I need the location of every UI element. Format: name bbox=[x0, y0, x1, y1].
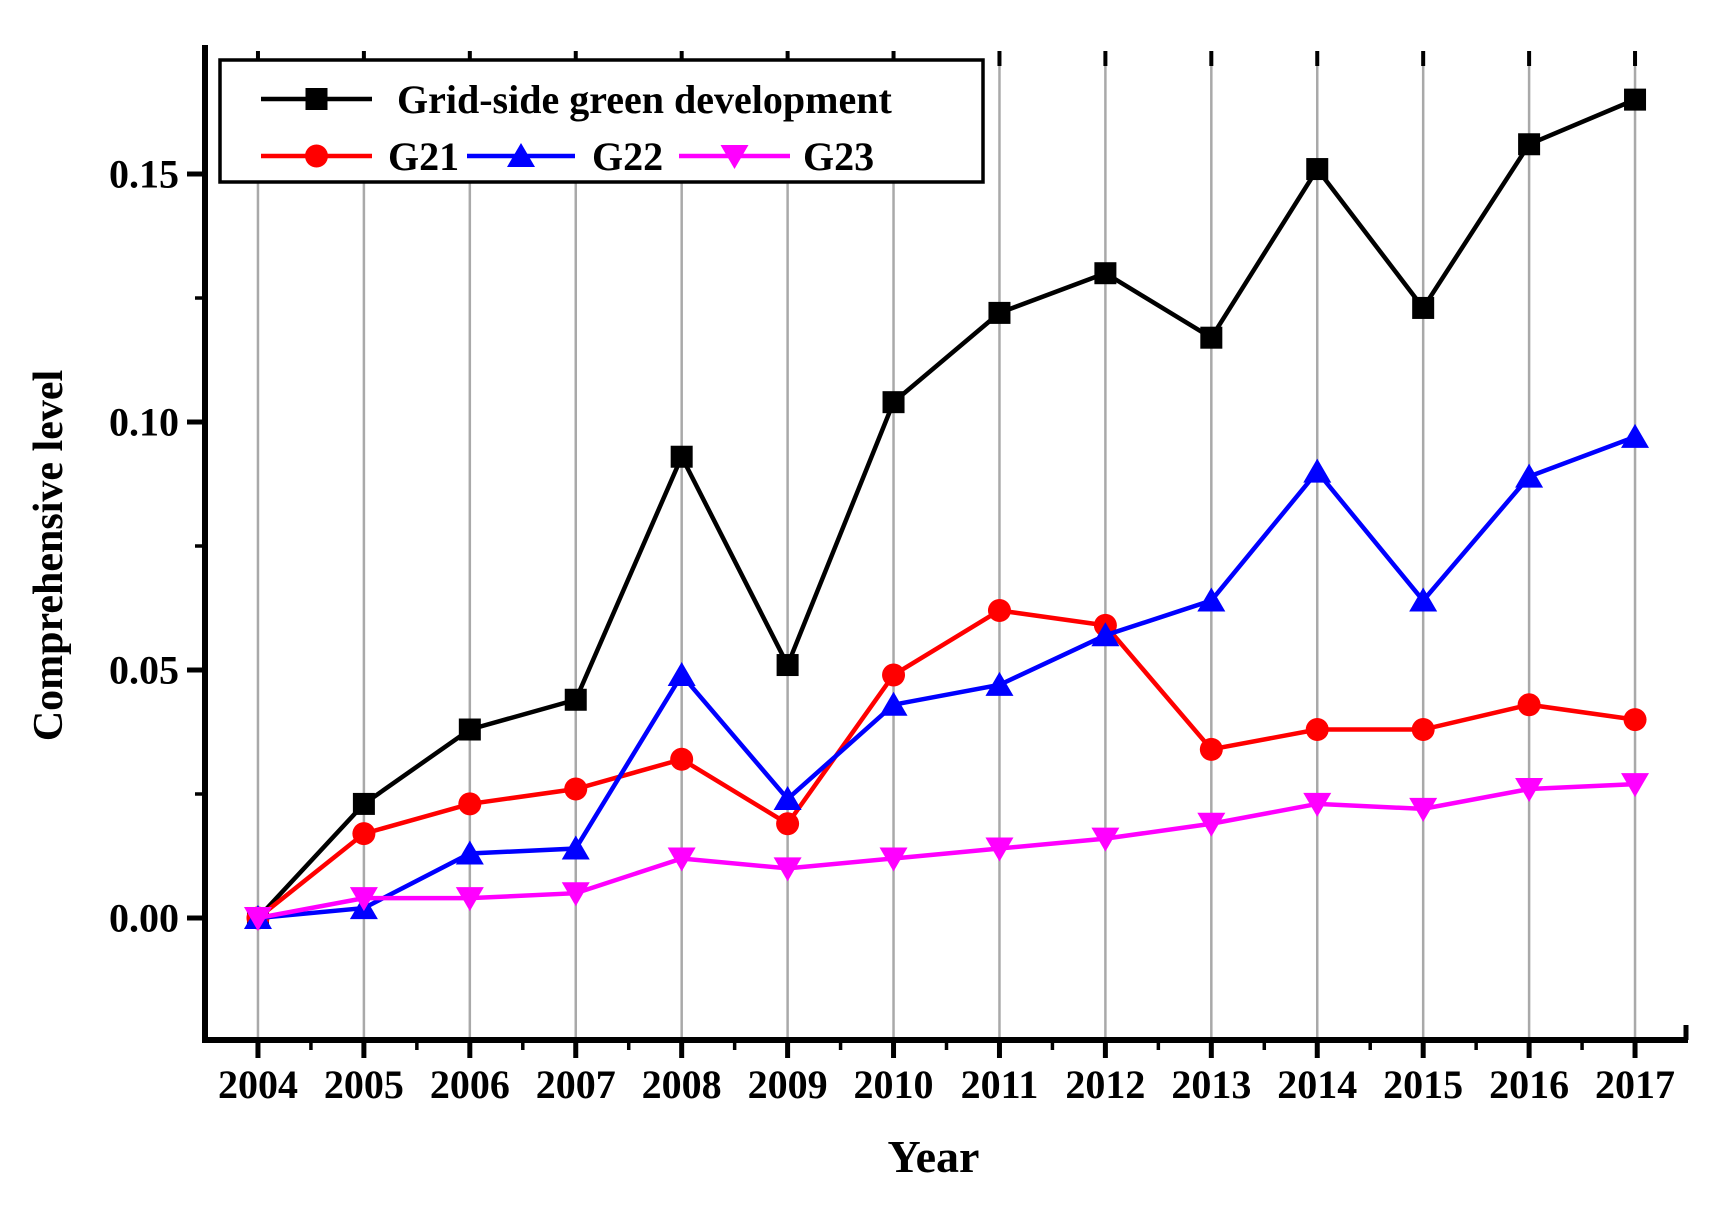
data-point-g22 bbox=[561, 835, 590, 860]
x-tick-label: 2009 bbox=[748, 1062, 828, 1107]
data-point-g21 bbox=[670, 747, 694, 771]
legend-label-g23: G23 bbox=[803, 134, 874, 179]
x-axis-title: Year bbox=[888, 1131, 980, 1182]
x-tick-group: 2004 2005 2006 2007 2008 2009 2010 2011 2012 2013… bbox=[218, 1040, 1675, 1107]
data-point-g21 bbox=[776, 812, 800, 836]
x-tick-label: 2011 bbox=[961, 1062, 1039, 1107]
data-point-g22 bbox=[985, 671, 1014, 696]
data-point-grid-side-green-development bbox=[988, 301, 1011, 324]
data-point-grid-side-green-development bbox=[1518, 133, 1541, 156]
x-tick-label: 2004 bbox=[218, 1062, 298, 1107]
x-tick-label: 2017 bbox=[1595, 1062, 1675, 1107]
y-axis-title: Comprehensive level bbox=[26, 370, 72, 741]
data-point-g21 bbox=[882, 663, 906, 687]
data-point-g22 bbox=[1197, 587, 1226, 612]
data-point-g21 bbox=[1517, 693, 1541, 717]
data-point-g22 bbox=[667, 661, 696, 686]
series-line-g23 bbox=[257, 781, 1636, 921]
x-tick-label: 2005 bbox=[324, 1062, 404, 1107]
data-point-g23 bbox=[667, 847, 696, 872]
data-point-g23 bbox=[1091, 827, 1120, 852]
series-line-g21 bbox=[256, 608, 1636, 920]
legend-marker-g22 bbox=[507, 143, 535, 167]
data-point-g23 bbox=[349, 887, 378, 912]
legend: Grid-side green development G21 G22 G23 bbox=[218, 58, 985, 184]
legend-box bbox=[218, 58, 985, 184]
x-tick-label: 2013 bbox=[1171, 1062, 1251, 1107]
data-point-grid-side-green-development bbox=[776, 654, 799, 677]
data-point-g21 bbox=[1411, 718, 1435, 742]
data-point-grid-side-green-development bbox=[564, 688, 587, 711]
data-point-g22 bbox=[1303, 458, 1332, 483]
data-point-g21 bbox=[458, 792, 482, 816]
data-point-g23 bbox=[1303, 792, 1332, 817]
legend-marker-grid-side-green-development bbox=[305, 88, 328, 110]
series-g23 bbox=[243, 773, 1650, 931]
legend-marker-g21 bbox=[305, 144, 328, 168]
series-line-grid-side-green-development bbox=[256, 97, 1636, 920]
data-point-g23 bbox=[1197, 812, 1226, 837]
data-point-g21 bbox=[1623, 708, 1647, 732]
data-point-grid-side-green-development bbox=[1306, 158, 1329, 181]
data-point-grid-side-green-development bbox=[1200, 326, 1223, 349]
x-tick-label: 2015 bbox=[1383, 1062, 1463, 1107]
data-point-grid-side-green-development bbox=[1624, 88, 1647, 111]
x-tick-label: 2012 bbox=[1065, 1062, 1145, 1107]
data-point-grid-side-green-development bbox=[1094, 262, 1117, 285]
data-point-g23 bbox=[243, 906, 272, 931]
data-point-g21 bbox=[564, 777, 588, 801]
data-point-g22 bbox=[1621, 423, 1650, 448]
axes bbox=[202, 45, 1689, 1043]
data-point-g21 bbox=[352, 822, 376, 846]
data-point-g23 bbox=[561, 882, 590, 907]
legend-marker-g23 bbox=[720, 145, 749, 169]
x-tick-label: 2016 bbox=[1489, 1062, 1569, 1107]
x-tick-label: 2006 bbox=[430, 1062, 510, 1107]
x-tick-label: 2007 bbox=[536, 1062, 616, 1107]
data-point-g23 bbox=[1515, 778, 1544, 803]
y-tick-group: 0.00 0.05 0.10 0.15 bbox=[109, 152, 205, 941]
data-point-g22 bbox=[879, 691, 908, 716]
data-point-g23 bbox=[455, 887, 484, 912]
gridlines bbox=[256, 53, 1637, 1040]
data-point-g22 bbox=[773, 785, 802, 810]
data-point-g23 bbox=[1409, 797, 1438, 822]
data-point-g21 bbox=[1305, 718, 1329, 742]
data-point-g22 bbox=[1515, 463, 1544, 488]
series-grid-side-green-development bbox=[246, 88, 1647, 929]
data-point-g21 bbox=[987, 598, 1011, 622]
data-point-g21 bbox=[1199, 737, 1223, 761]
data-point-grid-side-green-development bbox=[670, 445, 693, 468]
data-point-g23 bbox=[985, 837, 1014, 862]
data-point-g22 bbox=[455, 840, 484, 865]
series-g21 bbox=[246, 598, 1647, 930]
x-tick-label: 2008 bbox=[642, 1062, 722, 1107]
y-tick-label: 0.05 bbox=[109, 648, 179, 693]
x-tick-label: 2014 bbox=[1277, 1062, 1357, 1107]
legend-label-grid-side-green-development: Grid-side green development bbox=[397, 77, 892, 122]
legend-label-g21: G21 bbox=[388, 134, 459, 179]
data-point-grid-side-green-development bbox=[1412, 296, 1435, 319]
data-point-g22 bbox=[1409, 587, 1438, 612]
data-point-grid-side-green-development bbox=[458, 718, 481, 741]
series-g22 bbox=[243, 423, 1650, 929]
data-point-g23 bbox=[773, 857, 802, 882]
series-line-g22 bbox=[257, 434, 1636, 921]
y-tick-label: 0.15 bbox=[109, 152, 179, 197]
data-point-g23 bbox=[879, 847, 908, 872]
data-point-grid-side-green-development bbox=[352, 792, 375, 815]
x-tick-label: 2010 bbox=[854, 1062, 934, 1107]
data-point-g22 bbox=[1091, 622, 1120, 647]
data-point-g23 bbox=[1621, 773, 1650, 798]
legend-label-g22: G22 bbox=[592, 134, 663, 179]
y-tick-label: 0.10 bbox=[109, 400, 179, 445]
y-tick-label: 0.00 bbox=[109, 896, 179, 941]
data-point-grid-side-green-development bbox=[882, 391, 905, 414]
